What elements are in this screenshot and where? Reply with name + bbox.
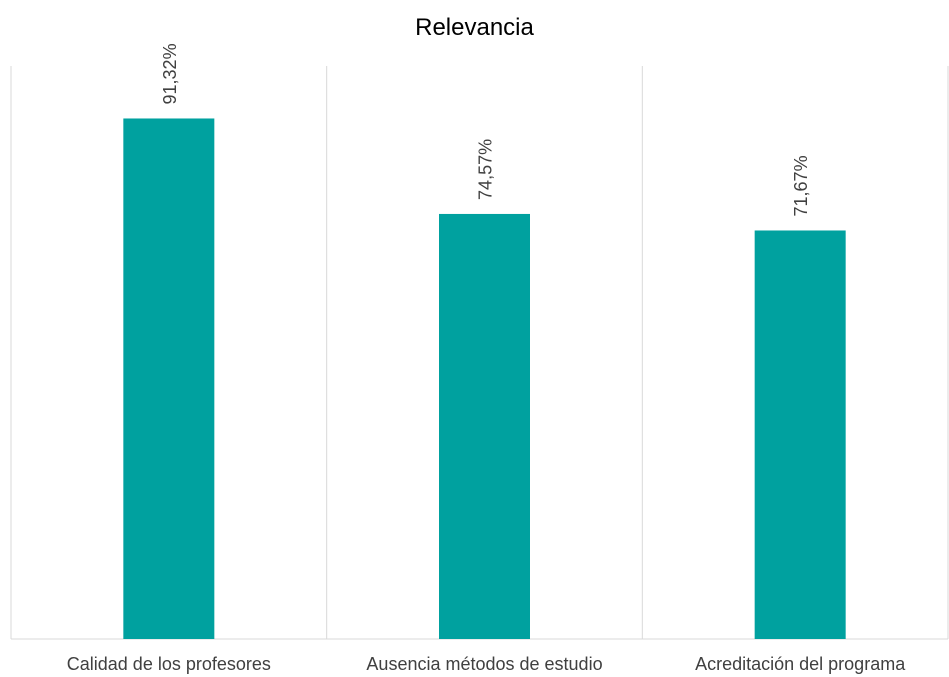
- data-label-2: 74,57%: [476, 139, 496, 200]
- chart-title: Relevancia: [415, 14, 534, 41]
- category-label-2: Ausencia métodos de estudio: [366, 654, 602, 674]
- bar-3: [754, 230, 846, 639]
- data-label-3: 71,67%: [791, 155, 811, 216]
- category-label-3: Acreditación del programa: [695, 654, 906, 674]
- category-label-1: Calidad de los profesores: [67, 654, 271, 674]
- data-label-1: 91,32%: [160, 43, 180, 104]
- bar-1: [123, 118, 215, 639]
- bar-2: [439, 213, 530, 640]
